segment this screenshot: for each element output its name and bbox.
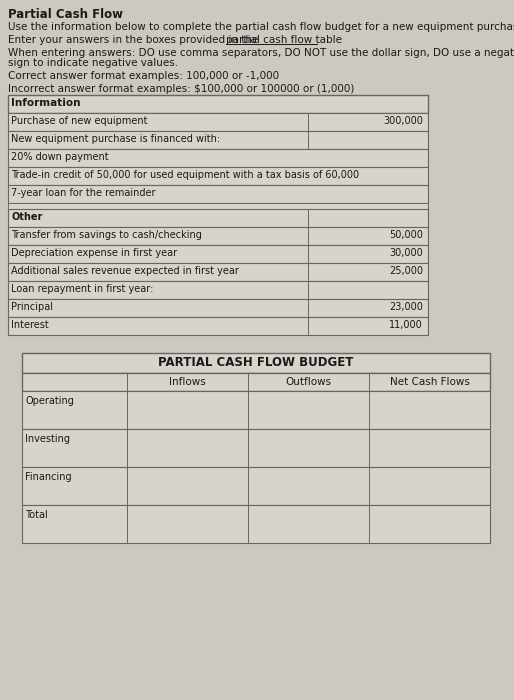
- Text: Interest: Interest: [11, 320, 49, 330]
- Text: Transfer from savings to cash/checking: Transfer from savings to cash/checking: [11, 230, 202, 240]
- Bar: [8, 113, 428, 131]
- Text: Additional sales revenue expected in first year: Additional sales revenue expected in fir…: [11, 266, 239, 276]
- Text: Trade-in credit of 50,000 for used equipment with a tax basis of 60,000: Trade-in credit of 50,000 for used equip…: [11, 170, 359, 180]
- Text: partial cash flow table: partial cash flow table: [226, 35, 342, 45]
- Text: 7-year loan for the remainder: 7-year loan for the remainder: [11, 188, 156, 198]
- Bar: [8, 149, 428, 167]
- Bar: [8, 317, 428, 335]
- Bar: [8, 203, 428, 209]
- Bar: [8, 227, 428, 245]
- Text: Purchase of new equipment: Purchase of new equipment: [11, 116, 148, 126]
- Text: Outflows: Outflows: [285, 377, 332, 387]
- Text: 25,000: 25,000: [389, 266, 423, 276]
- Text: Enter your answers in the boxes provided in the: Enter your answers in the boxes provided…: [8, 35, 262, 45]
- Text: 11,000: 11,000: [389, 320, 423, 330]
- Bar: [22, 429, 490, 467]
- Text: Information: Information: [11, 98, 81, 108]
- Text: 300,000: 300,000: [383, 116, 423, 126]
- Text: Incorrect answer format examples: $100,000 or 100000 or (1,000): Incorrect answer format examples: $100,0…: [8, 84, 354, 94]
- Text: When entering answers: DO use comma separators, DO NOT use the dollar sign, DO u: When entering answers: DO use comma sepa…: [8, 48, 514, 58]
- Text: Inflows: Inflows: [169, 377, 206, 387]
- Bar: [8, 299, 428, 317]
- Text: PARTIAL CASH FLOW BUDGET: PARTIAL CASH FLOW BUDGET: [158, 356, 354, 370]
- Bar: [8, 263, 428, 281]
- Text: Other: Other: [11, 212, 42, 222]
- Bar: [22, 391, 490, 429]
- Bar: [8, 95, 428, 113]
- Text: 30,000: 30,000: [389, 248, 423, 258]
- Text: 50,000: 50,000: [389, 230, 423, 240]
- Text: Depreciation expense in first year: Depreciation expense in first year: [11, 248, 177, 258]
- Bar: [22, 505, 490, 543]
- Text: Investing: Investing: [25, 434, 70, 444]
- Text: New equipment purchase is financed with:: New equipment purchase is financed with:: [11, 134, 220, 144]
- Bar: [22, 353, 490, 373]
- Text: Correct answer format examples: 100,000 or -1,000: Correct answer format examples: 100,000 …: [8, 71, 279, 81]
- Text: 20% down payment: 20% down payment: [11, 152, 108, 162]
- Text: Operating: Operating: [25, 396, 74, 406]
- Text: Use the information below to complete the partial cash flow budget for a new equ: Use the information below to complete th…: [8, 22, 514, 32]
- Bar: [8, 185, 428, 203]
- Text: sign to indicate negative values.: sign to indicate negative values.: [8, 58, 178, 68]
- Bar: [8, 131, 428, 149]
- Text: .: .: [317, 35, 320, 45]
- Bar: [8, 167, 428, 185]
- Text: Partial Cash Flow: Partial Cash Flow: [8, 8, 123, 21]
- Bar: [22, 467, 490, 505]
- Bar: [8, 245, 428, 263]
- Text: Loan repayment in first year:: Loan repayment in first year:: [11, 284, 153, 294]
- Bar: [8, 281, 428, 299]
- Bar: [22, 373, 490, 391]
- Bar: [8, 209, 428, 227]
- Text: Financing: Financing: [25, 472, 71, 482]
- Text: Total: Total: [25, 510, 48, 520]
- Text: Principal: Principal: [11, 302, 53, 312]
- Text: 23,000: 23,000: [389, 302, 423, 312]
- Text: Net Cash Flows: Net Cash Flows: [390, 377, 469, 387]
